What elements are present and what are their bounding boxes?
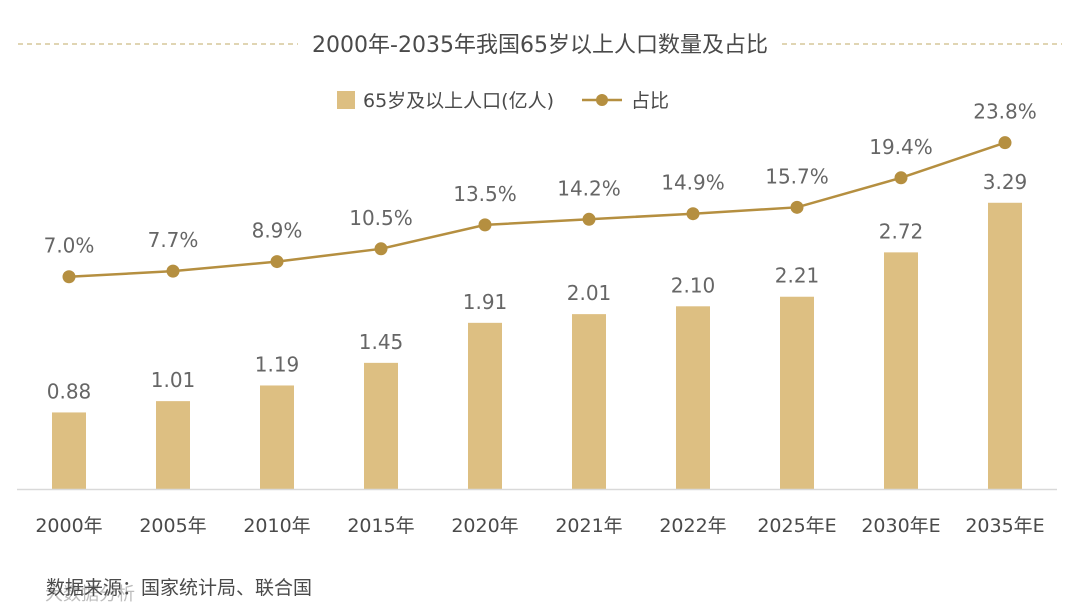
- bar-value-label: 1.45: [359, 330, 404, 354]
- bar-value-label: 2.21: [775, 264, 820, 288]
- legend-line-marker: [596, 94, 608, 106]
- line-point: [167, 265, 180, 278]
- share-line: [69, 143, 1005, 277]
- x-tick-label: 2015年: [347, 515, 414, 537]
- line-value-label: 10.5%: [349, 206, 413, 230]
- bar: [572, 314, 606, 489]
- line-value-label: 7.7%: [148, 228, 199, 252]
- bar-value-label: 2.10: [671, 273, 716, 297]
- line-point: [271, 255, 284, 268]
- line-value-label: 14.2%: [557, 176, 621, 200]
- bar: [988, 203, 1022, 489]
- line-point: [687, 207, 700, 220]
- legend: 65岁及以上人口(亿人) 占比: [337, 90, 669, 112]
- line-value-label: 15.7%: [765, 164, 829, 188]
- source-note: 数据来源：国家统计局、联合国: [46, 577, 312, 599]
- x-tick-label: 2010年: [243, 515, 310, 537]
- x-tick-label: 2005年: [139, 515, 206, 537]
- line-point: [583, 213, 596, 226]
- line-point: [999, 136, 1012, 149]
- legend-line-label: 占比: [631, 90, 669, 112]
- line-value-label: 7.0%: [44, 234, 95, 258]
- line-point: [895, 171, 908, 184]
- bar-value-label: 3.29: [983, 170, 1028, 194]
- bar: [260, 385, 294, 489]
- line-point: [791, 201, 804, 214]
- line-value-label: 13.5%: [453, 182, 517, 206]
- bar: [156, 401, 190, 489]
- x-tick-label: 2000年: [35, 515, 102, 537]
- x-tick-label: 2020年: [451, 515, 518, 537]
- line-point: [63, 270, 76, 283]
- bar-value-label: 1.01: [151, 368, 196, 392]
- line-value-label: 14.9%: [661, 171, 725, 195]
- x-tick-label: 2022年: [659, 515, 726, 537]
- line-value-label: 19.4%: [869, 135, 933, 159]
- legend-bar-swatch: [337, 91, 355, 109]
- bar-value-label: 2.01: [567, 281, 612, 305]
- bar: [780, 297, 814, 489]
- bar-data-labels: 0.88 1.01 1.19 1.45 1.91 2.01 2.10 2.21 2.72 3.29: [47, 170, 1028, 404]
- x-tick-label: 2030年E: [861, 515, 940, 537]
- x-tick-label: 2021年: [555, 515, 622, 537]
- bar-value-label: 1.91: [463, 290, 508, 314]
- line-value-label: 8.9%: [252, 219, 303, 243]
- line-point: [375, 242, 388, 255]
- chart-title: 2000年-2035年我国65岁以上人口数量及占比: [312, 33, 768, 58]
- bar: [884, 252, 918, 489]
- bar-value-label: 1.19: [255, 352, 300, 376]
- bar-value-label: 2.72: [879, 219, 924, 243]
- bar: [364, 363, 398, 489]
- line-point: [479, 218, 492, 231]
- bar: [468, 323, 502, 489]
- x-tick-label: 2035年E: [965, 515, 1044, 537]
- x-tick-label: 2025年E: [757, 515, 836, 537]
- legend-bar-label: 65岁及以上人口(亿人): [363, 90, 554, 112]
- x-axis-tick-labels: 2000年 2005年 2010年 2015年 2020年 2021年 2022年 2025年…: [35, 515, 1044, 537]
- line-value-label: 23.8%: [973, 100, 1037, 124]
- bar: [676, 306, 710, 489]
- bar-value-label: 0.88: [47, 379, 92, 403]
- bar: [52, 412, 86, 489]
